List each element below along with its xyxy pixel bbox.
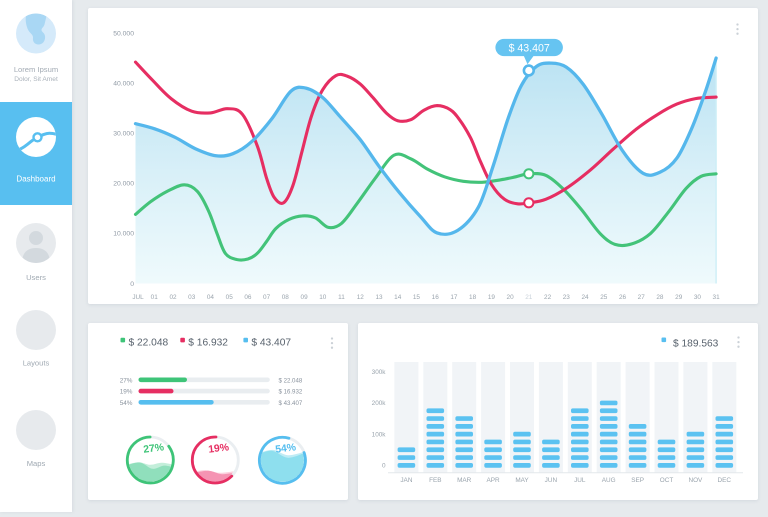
svg-text:13: 13 xyxy=(375,294,383,301)
svg-text:JUN: JUN xyxy=(545,477,558,484)
svg-text:54%: 54% xyxy=(120,400,133,407)
svg-text:18: 18 xyxy=(469,294,477,301)
svg-text:21: 21 xyxy=(525,294,533,301)
svg-text:30: 30 xyxy=(694,294,702,301)
svg-text:02: 02 xyxy=(169,294,177,301)
svg-text:$ 22.048: $ 22.048 xyxy=(129,338,169,349)
svg-text:54%: 54% xyxy=(275,442,297,455)
svg-text:27%: 27% xyxy=(143,442,165,455)
svg-text:SEP: SEP xyxy=(631,477,644,484)
svg-text:40.000: 40.000 xyxy=(113,80,134,87)
svg-text:27%: 27% xyxy=(120,377,133,384)
svg-text:MAR: MAR xyxy=(457,477,472,484)
svg-text:09: 09 xyxy=(301,294,309,301)
svg-text:$ 22.048: $ 22.048 xyxy=(279,377,303,384)
svg-text:$ 43.407: $ 43.407 xyxy=(251,338,291,349)
svg-text:0: 0 xyxy=(130,281,134,288)
svg-text:DEC: DEC xyxy=(718,477,732,484)
svg-text:MAY: MAY xyxy=(515,477,529,484)
svg-text:Layouts: Layouts xyxy=(23,359,50,368)
svg-text:100k: 100k xyxy=(372,431,387,438)
svg-text:20.000: 20.000 xyxy=(113,181,134,188)
svg-text:26: 26 xyxy=(619,294,627,301)
svg-text:11: 11 xyxy=(338,294,345,301)
svg-text:03: 03 xyxy=(188,294,196,301)
svg-text:200k: 200k xyxy=(372,400,387,407)
svg-text:06: 06 xyxy=(244,294,252,301)
svg-text:22: 22 xyxy=(544,294,552,301)
svg-text:27: 27 xyxy=(638,294,646,301)
svg-text:08: 08 xyxy=(282,294,290,301)
svg-text:12: 12 xyxy=(357,294,365,301)
svg-text:APR: APR xyxy=(487,477,501,484)
svg-text:15: 15 xyxy=(413,294,421,301)
svg-text:31: 31 xyxy=(713,294,721,301)
svg-text:OCT: OCT xyxy=(660,477,674,484)
svg-text:Lorem Ipsum: Lorem Ipsum xyxy=(14,65,58,74)
svg-text:JAN: JAN xyxy=(400,477,412,484)
svg-text:07: 07 xyxy=(263,294,271,301)
svg-text:0: 0 xyxy=(382,462,386,469)
svg-text:$ 16.932: $ 16.932 xyxy=(188,338,228,349)
svg-text:Maps: Maps xyxy=(27,459,46,468)
svg-text:10: 10 xyxy=(319,294,327,301)
svg-text:300k: 300k xyxy=(372,369,387,376)
svg-text:29: 29 xyxy=(675,294,683,301)
svg-text:01: 01 xyxy=(151,294,159,301)
svg-text:05: 05 xyxy=(226,294,234,301)
svg-text:$ 43.407: $ 43.407 xyxy=(279,400,303,407)
svg-text:19%: 19% xyxy=(208,442,230,455)
svg-text:14: 14 xyxy=(394,294,402,301)
svg-text:$ 189.563: $ 189.563 xyxy=(673,338,719,349)
svg-text:AUG: AUG xyxy=(602,477,616,484)
svg-text:19%: 19% xyxy=(120,389,133,396)
svg-text:24: 24 xyxy=(581,294,589,301)
svg-text:16: 16 xyxy=(432,294,440,301)
svg-text:$ 43.407: $ 43.407 xyxy=(509,42,550,54)
svg-text:Dashboard: Dashboard xyxy=(16,175,55,184)
svg-text:$ 16.932: $ 16.932 xyxy=(279,389,303,396)
svg-text:NOV: NOV xyxy=(688,477,703,484)
svg-text:19: 19 xyxy=(488,294,496,301)
svg-text:20: 20 xyxy=(507,294,515,301)
svg-text:Users: Users xyxy=(26,273,46,282)
svg-text:JUL: JUL xyxy=(132,294,144,301)
svg-text:JUL: JUL xyxy=(574,477,586,484)
svg-text:17: 17 xyxy=(450,294,458,301)
svg-text:50.000: 50.000 xyxy=(113,30,134,37)
svg-text:28: 28 xyxy=(656,294,664,301)
svg-text:25: 25 xyxy=(600,294,608,301)
svg-text:30.000: 30.000 xyxy=(113,131,134,138)
svg-text:04: 04 xyxy=(207,294,215,301)
svg-text:FEB: FEB xyxy=(429,477,441,484)
svg-text:Dolor, Sit Amet: Dolor, Sit Amet xyxy=(14,76,58,83)
svg-text:10.000: 10.000 xyxy=(113,231,134,238)
svg-text:23: 23 xyxy=(563,294,571,301)
